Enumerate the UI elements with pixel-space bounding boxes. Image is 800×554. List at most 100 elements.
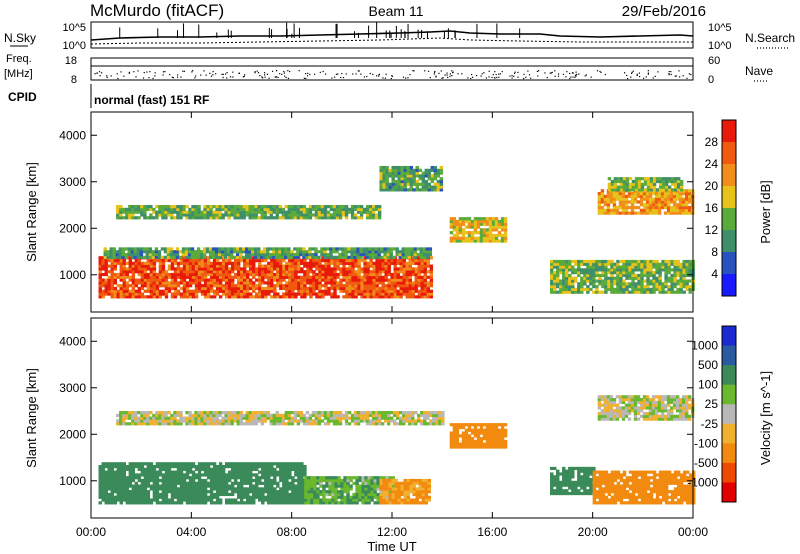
heatmap-cell (369, 289, 373, 293)
heatmap-cell (176, 478, 181, 483)
heatmap-cell (423, 275, 428, 279)
heatmap-cell (224, 481, 229, 485)
heatmap-cell (571, 287, 575, 292)
heatmap-cell (362, 207, 367, 212)
heatmap-cell (131, 267, 136, 271)
heatmap-cell (636, 194, 641, 198)
heatmap-cell (663, 192, 668, 196)
heatmap-cell (414, 261, 418, 265)
heatmap-cell (309, 295, 313, 299)
heatmap-cell (420, 275, 425, 279)
heatmap-cell (233, 498, 238, 502)
heatmap-cell (619, 268, 623, 272)
heatmap-cell (658, 188, 663, 192)
heatmap-cell (340, 484, 344, 488)
heatmap-cell (170, 207, 174, 212)
heatmap-cell (276, 278, 280, 282)
heatmap-cell (423, 281, 428, 285)
heatmap-cell (239, 464, 244, 469)
heatmap-cell (679, 282, 683, 286)
heatmap-cell (158, 473, 163, 477)
heatmap-cell (645, 197, 650, 201)
heatmap-cell (238, 252, 243, 257)
heatmap-cell (297, 267, 301, 271)
heatmap-cell (110, 275, 114, 279)
heatmap-cell (400, 168, 404, 172)
heatmap-cell (657, 197, 662, 201)
heatmap-cell (152, 498, 157, 502)
heatmap-cell (321, 270, 325, 274)
heatmap-cell (679, 271, 683, 275)
heatmap-cell (215, 281, 220, 285)
heatmap-cell (669, 194, 674, 198)
heatmap-cell (178, 250, 183, 254)
heatmap-cell (366, 267, 370, 271)
heatmap-cell (330, 275, 334, 279)
heatmap-cell (267, 498, 271, 502)
heatmap-cell (351, 267, 355, 271)
heatmap-cell (376, 495, 380, 499)
heatmap-cell (320, 213, 325, 217)
heatmap-cell (666, 208, 671, 212)
heatmap-cell (194, 216, 198, 220)
heatmap-cell (393, 264, 397, 268)
heatmap-cell (206, 481, 211, 485)
heatmap-cell (143, 473, 148, 477)
heatmap-cell (643, 179, 648, 184)
heatmap-cell (488, 228, 493, 232)
heatmap-cell (381, 261, 385, 265)
heatmap-cell (359, 250, 363, 254)
heatmap-cell (291, 476, 295, 480)
heatmap-cell (134, 492, 139, 497)
nave-dot (303, 77, 305, 79)
heatmap-cell (373, 478, 377, 483)
heatmap-cell (688, 262, 692, 266)
heatmap-cell (550, 262, 554, 266)
heatmap-cell (188, 462, 193, 466)
heatmap-cell (430, 174, 435, 178)
heatmap-cell (470, 231, 475, 235)
heatmap-cell (323, 252, 327, 257)
heatmap-cell (182, 467, 187, 471)
heatmap-cell (600, 200, 605, 204)
heatmap-cell (428, 250, 433, 254)
nave-dot (275, 76, 277, 78)
heatmap-cell (366, 292, 370, 296)
heatmap-cell (276, 492, 280, 497)
heatmap-cell (664, 271, 668, 275)
heatmap-cell (433, 177, 438, 181)
heatmap-cell (267, 495, 271, 499)
heatmap-cell (315, 295, 319, 299)
heatmap-cell (488, 239, 493, 243)
heatmap-cell (368, 247, 372, 251)
heatmap-cell (601, 279, 605, 283)
heatmap-cell (297, 498, 301, 502)
heatmap-cell (128, 495, 133, 499)
heatmap-cell (341, 213, 346, 217)
heatmap-cell (270, 289, 274, 293)
heatmap-cell (104, 278, 108, 282)
heatmap-cell (188, 261, 193, 265)
heatmap-cell (239, 492, 244, 497)
heatmap-cell (270, 275, 274, 279)
heatmap-cell (243, 473, 247, 477)
heatmap-cell (612, 192, 617, 196)
heatmap-cell (327, 267, 331, 271)
nave-dot (352, 73, 354, 75)
heatmap-cell (345, 286, 349, 291)
heatmap-cell (197, 498, 202, 502)
heatmap-cell (246, 462, 250, 466)
heatmap-cell (294, 462, 298, 466)
heatmap-cell (137, 264, 142, 268)
heatmap-cell (399, 284, 403, 288)
heatmap-cell (164, 292, 169, 296)
heatmap-cell (556, 268, 560, 272)
heatmap-cell (482, 236, 487, 240)
heatmap-cell (634, 282, 638, 286)
heatmap-cell (309, 286, 313, 291)
heatmap-cell (364, 484, 368, 488)
heatmap-cell (652, 259, 656, 264)
heatmap-cell (407, 255, 411, 259)
heatmap-cell (221, 492, 226, 497)
heatmap-cell (405, 284, 409, 288)
